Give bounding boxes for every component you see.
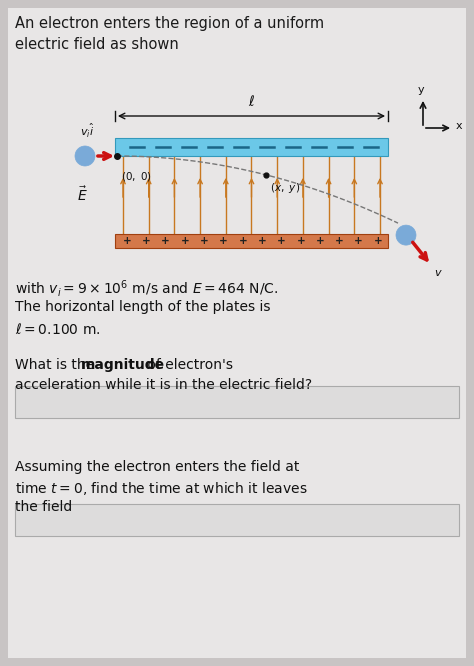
- Text: $\ell$: $\ell$: [248, 94, 255, 109]
- Text: +: +: [335, 236, 344, 246]
- Bar: [15, 386, 459, 418]
- Bar: [15, 504, 459, 536]
- Text: of electron's: of electron's: [143, 358, 233, 372]
- Text: $\vec{E}$: $\vec{E}$: [77, 185, 88, 204]
- Text: magnitude: magnitude: [81, 358, 165, 372]
- Text: Assuming the electron enters the field at: Assuming the electron enters the field a…: [15, 460, 300, 474]
- Text: +: +: [374, 236, 383, 246]
- Circle shape: [396, 225, 416, 245]
- Text: +: +: [296, 236, 305, 246]
- Text: +: +: [277, 236, 286, 246]
- Text: +: +: [258, 236, 266, 246]
- Circle shape: [75, 146, 95, 166]
- Text: +: +: [200, 236, 209, 246]
- Text: +: +: [219, 236, 228, 246]
- Text: $(x,\ y)$: $(x,\ y)$: [270, 181, 301, 195]
- Text: The horizontal length of the plates is: The horizontal length of the plates is: [15, 300, 271, 314]
- Text: the field: the field: [15, 500, 72, 514]
- Text: +: +: [316, 236, 324, 246]
- Text: time $t = 0$, find the time at which it leaves: time $t = 0$, find the time at which it …: [15, 480, 308, 497]
- Text: $\ell = 0.100$ m.: $\ell = 0.100$ m.: [15, 322, 100, 337]
- Text: An electron enters the region of a uniform
electric field as shown: An electron enters the region of a unifo…: [15, 16, 324, 52]
- Text: +: +: [161, 236, 170, 246]
- Bar: [115, 138, 388, 156]
- Bar: [115, 234, 388, 248]
- Text: $v_i\hat{i}$: $v_i\hat{i}$: [80, 122, 94, 140]
- Text: $(0,\ 0)$: $(0,\ 0)$: [121, 170, 152, 183]
- Text: +: +: [123, 236, 131, 246]
- Text: +: +: [238, 236, 247, 246]
- Text: +: +: [142, 236, 151, 246]
- Text: with $v_i = 9 \times 10^6$ m/s and $E = 464$ N/C.: with $v_i = 9 \times 10^6$ m/s and $E = …: [15, 278, 279, 299]
- Text: What is the: What is the: [15, 358, 99, 372]
- Text: +: +: [181, 236, 189, 246]
- Text: +: +: [355, 236, 363, 246]
- Text: y: y: [418, 85, 424, 95]
- Text: acceleration while it is in the electric field?: acceleration while it is in the electric…: [15, 378, 312, 392]
- Text: $v$: $v$: [434, 268, 443, 278]
- Text: x: x: [456, 121, 463, 131]
